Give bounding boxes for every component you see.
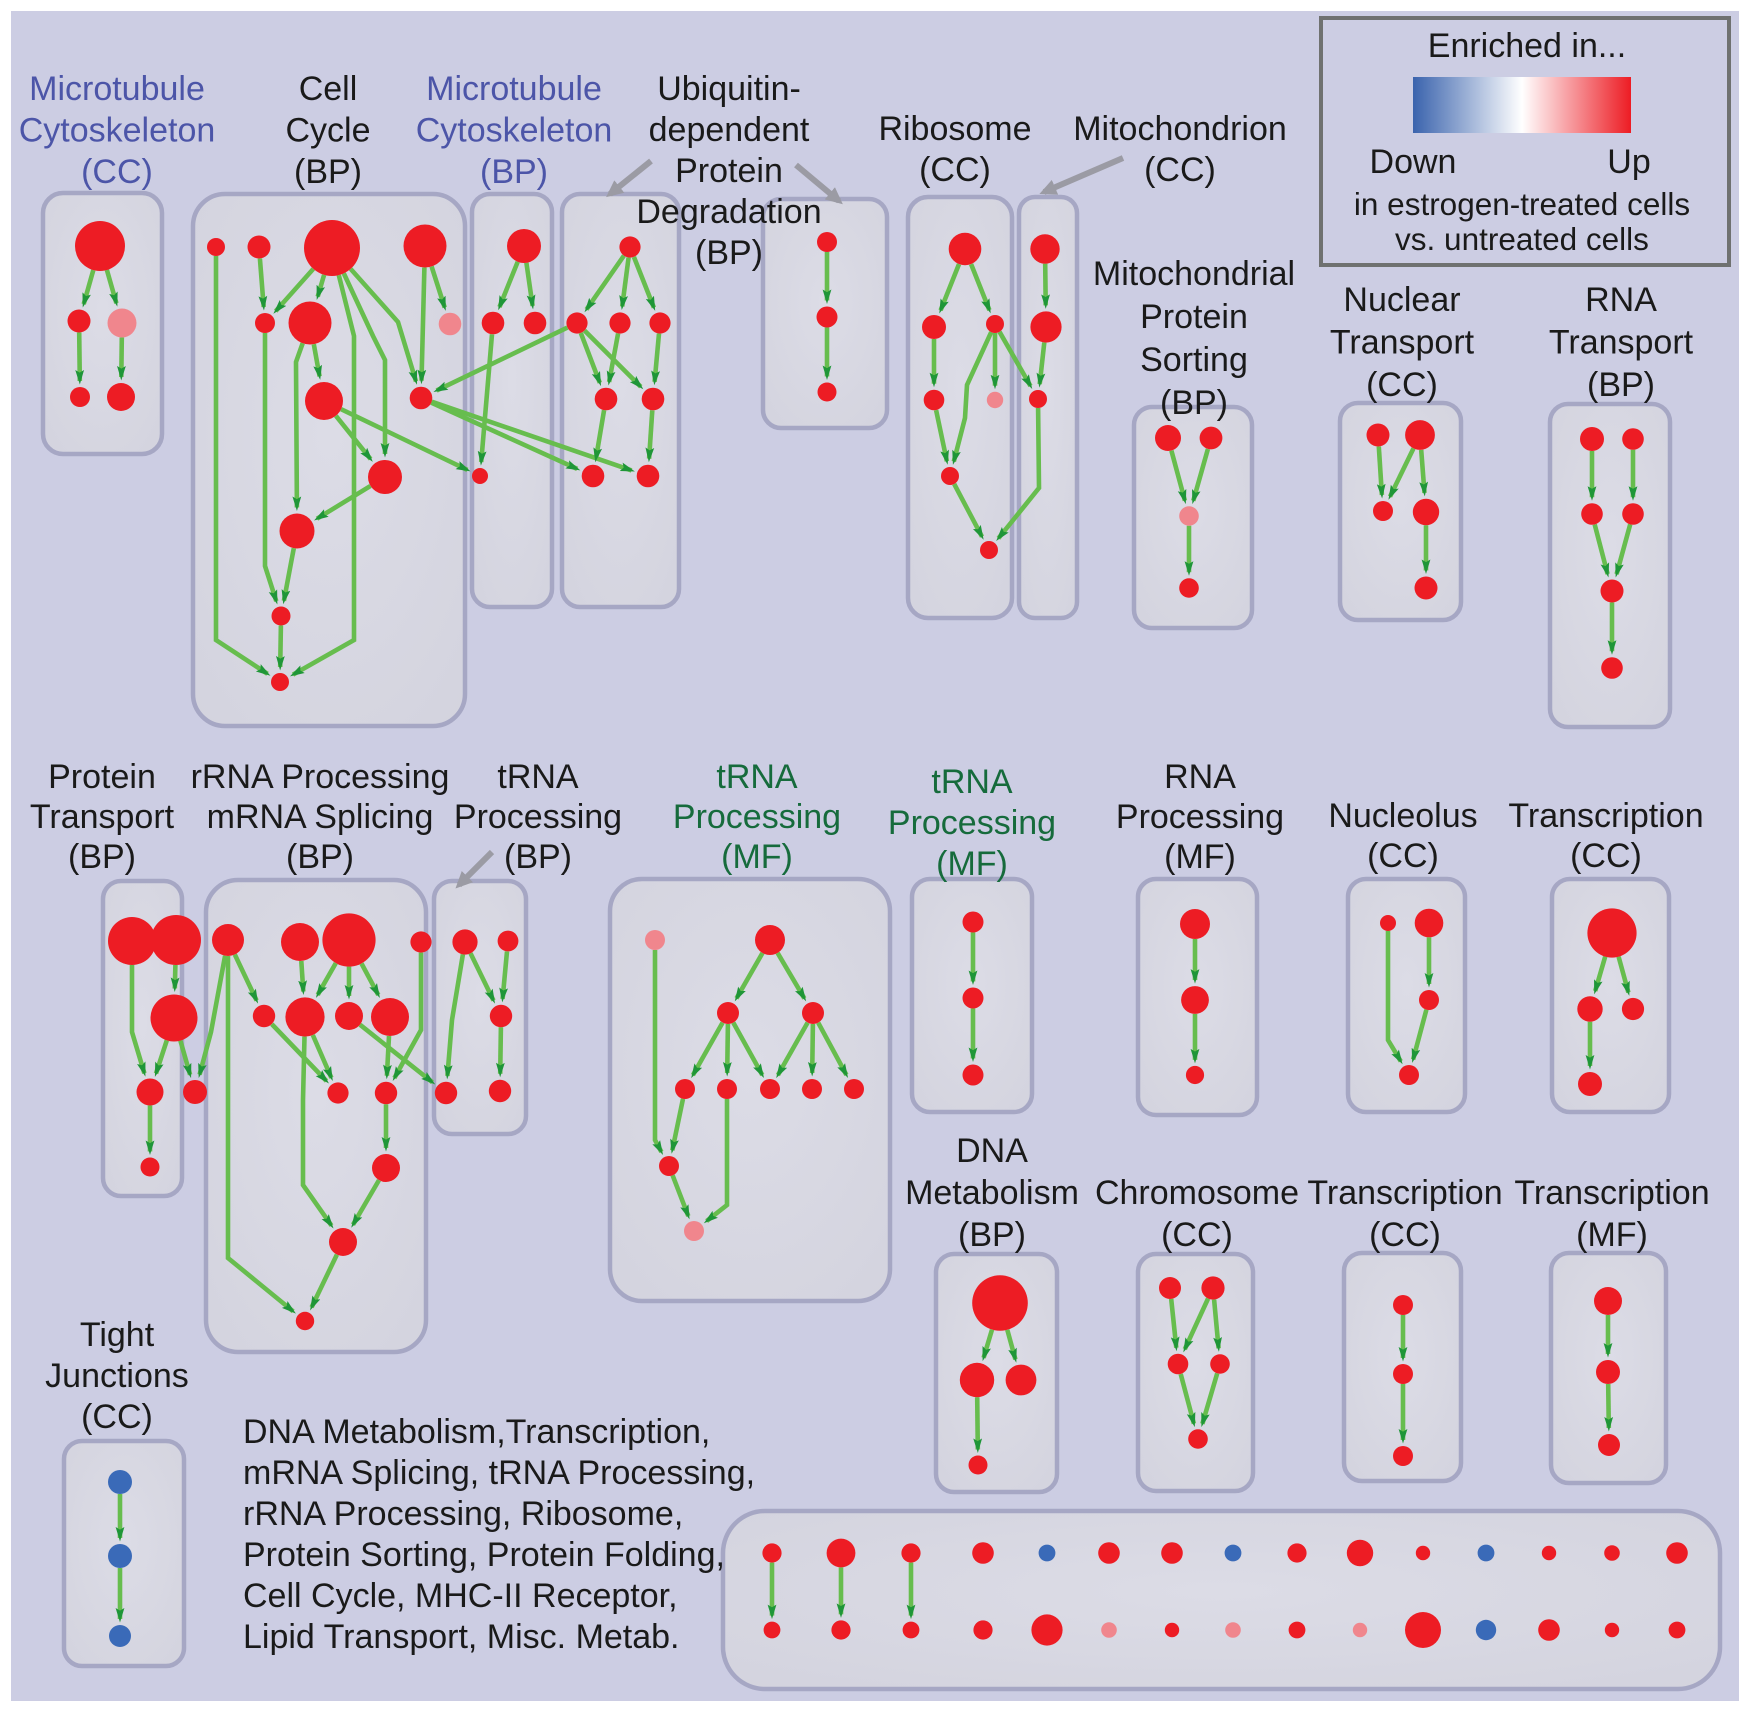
svg-text:(MF): (MF) — [936, 845, 1008, 883]
svg-text:RNA: RNA — [1164, 758, 1236, 796]
svg-text:Ribosome: Ribosome — [878, 110, 1031, 148]
svg-text:Chromosome: Chromosome — [1095, 1174, 1299, 1212]
svg-text:dependent: dependent — [649, 111, 810, 149]
svg-text:Transcription: Transcription — [1307, 1174, 1502, 1212]
svg-text:Degradation: Degradation — [636, 193, 821, 231]
svg-text:tRNA: tRNA — [716, 758, 798, 796]
svg-text:(BP): (BP) — [294, 153, 362, 191]
svg-text:Processing: Processing — [888, 804, 1056, 842]
svg-text:(BP): (BP) — [1160, 384, 1228, 422]
svg-text:(CC): (CC) — [1570, 837, 1642, 875]
svg-text:(CC): (CC) — [1369, 1216, 1441, 1254]
svg-text:Mitochondrion: Mitochondrion — [1073, 110, 1287, 148]
svg-text:Transport: Transport — [1549, 324, 1694, 362]
svg-text:in estrogen-treated cells: in estrogen-treated cells — [1354, 186, 1690, 222]
svg-text:DNA Metabolism,Transcription,: DNA Metabolism,Transcription, — [243, 1413, 710, 1451]
svg-text:Cytoskeleton: Cytoskeleton — [416, 112, 613, 150]
svg-text:Protein: Protein — [1140, 298, 1248, 336]
svg-text:(CC): (CC) — [1161, 1216, 1233, 1254]
svg-text:Lipid Transport, Misc. Metab.: Lipid Transport, Misc. Metab. — [243, 1618, 680, 1656]
svg-text:tRNA: tRNA — [931, 763, 1013, 801]
svg-text:(MF): (MF) — [1576, 1216, 1648, 1254]
svg-text:Cell: Cell — [299, 70, 358, 108]
svg-text:(BP): (BP) — [1587, 366, 1655, 404]
svg-text:(CC): (CC) — [1367, 837, 1439, 875]
svg-text:DNA: DNA — [956, 1132, 1028, 1170]
svg-text:Mitochondrial: Mitochondrial — [1093, 255, 1295, 293]
svg-text:Transcription: Transcription — [1508, 797, 1703, 835]
svg-text:tRNA: tRNA — [497, 758, 579, 796]
svg-text:Cell Cycle, MHC-II Receptor,: Cell Cycle, MHC-II Receptor, — [243, 1577, 678, 1615]
svg-text:Enriched in...: Enriched in... — [1428, 27, 1626, 65]
svg-text:Tight: Tight — [80, 1316, 155, 1354]
svg-text:Processing: Processing — [673, 798, 841, 836]
svg-text:(CC): (CC) — [919, 151, 991, 189]
svg-text:Processing: Processing — [454, 798, 622, 836]
svg-text:rRNA Processing, Ribosome,: rRNA Processing, Ribosome, — [243, 1495, 683, 1533]
svg-text:Metabolism: Metabolism — [905, 1174, 1079, 1212]
svg-text:RNA: RNA — [1585, 281, 1657, 319]
svg-text:Junctions: Junctions — [45, 1357, 189, 1395]
svg-text:(BP): (BP) — [286, 838, 354, 876]
svg-text:Nucleolus: Nucleolus — [1328, 797, 1477, 835]
svg-text:rRNA Processing: rRNA Processing — [191, 758, 450, 796]
svg-text:(BP): (BP) — [695, 234, 763, 272]
svg-text:Protein: Protein — [675, 152, 783, 190]
svg-text:vs. untreated cells: vs. untreated cells — [1395, 221, 1649, 257]
svg-text:mRNA Splicing, tRNA Processing: mRNA Splicing, tRNA Processing, — [243, 1454, 755, 1492]
svg-text:(MF): (MF) — [1164, 838, 1236, 876]
svg-text:(BP): (BP) — [958, 1216, 1026, 1254]
svg-text:(CC): (CC) — [81, 1398, 153, 1436]
svg-text:mRNA Splicing: mRNA Splicing — [207, 798, 434, 836]
svg-text:Protein: Protein — [48, 758, 156, 796]
svg-text:Processing: Processing — [1116, 798, 1284, 836]
svg-text:Protein Sorting, Protein Foldi: Protein Sorting, Protein Folding, — [243, 1536, 725, 1574]
svg-text:Transport: Transport — [30, 798, 175, 836]
svg-text:Cycle: Cycle — [285, 112, 370, 150]
svg-text:Ubiquitin-: Ubiquitin- — [657, 70, 801, 108]
svg-text:Sorting: Sorting — [1140, 341, 1248, 379]
svg-text:(BP): (BP) — [480, 153, 548, 191]
svg-text:Cytoskeleton: Cytoskeleton — [19, 112, 216, 150]
svg-text:Microtubule: Microtubule — [29, 70, 205, 108]
svg-text:Down: Down — [1370, 143, 1457, 181]
svg-text:Nuclear: Nuclear — [1343, 281, 1460, 319]
svg-text:Up: Up — [1607, 143, 1650, 181]
svg-text:Microtubule: Microtubule — [426, 70, 602, 108]
svg-text:Transport: Transport — [1330, 324, 1475, 362]
svg-text:(CC): (CC) — [1144, 151, 1216, 189]
svg-text:Transcription: Transcription — [1514, 1174, 1709, 1212]
svg-text:(CC): (CC) — [1366, 366, 1438, 404]
svg-text:(MF): (MF) — [721, 838, 793, 876]
svg-text:(CC): (CC) — [81, 153, 153, 191]
svg-text:(BP): (BP) — [504, 838, 572, 876]
svg-text:(BP): (BP) — [68, 838, 136, 876]
